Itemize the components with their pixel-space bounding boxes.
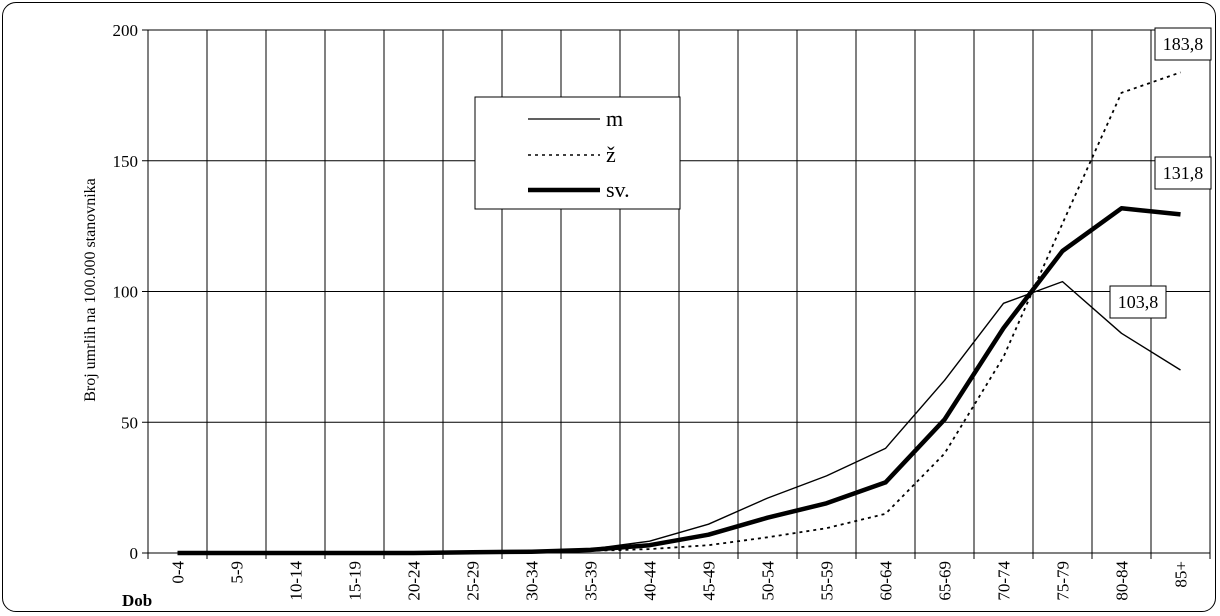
x-tick-label: 70-74 [995,561,1014,601]
annotation-box-sv [1154,156,1212,190]
x-tick-label: 40-44 [641,561,660,601]
y-tick-labels: 0 50 100 150 200 [113,21,139,563]
y-tick-label: 100 [113,283,139,302]
x-tick-label: 85+ [1172,561,1191,588]
annotation-sv: 131,8 [1163,163,1204,183]
y-tick-label: 0 [130,544,139,563]
x-tick-label: 30-34 [523,561,542,601]
x-tick-label: 5-9 [228,561,247,584]
grid-lines [142,29,1211,559]
x-tick-label: 20-24 [405,561,424,601]
annotation-m: 103,8 [1118,292,1159,312]
x-tick-label: 50-54 [759,561,778,601]
y-tick-label: 200 [113,21,139,40]
annotations: 183,8 131,8 103,8 [1109,27,1212,319]
y-tick-label: 150 [113,152,139,171]
annotation-box-z [1154,27,1212,61]
legend-label-z: ž [606,142,616,167]
x-tick-label: 65-69 [936,561,955,601]
series-line-1 [177,71,1181,554]
x-tick-label: 25-29 [464,561,483,601]
annotation-z: 183,8 [1163,34,1204,54]
x-tick-labels: 0-4 5-9 10-14 15-19 20-24 25-29 30-34 35-39 40-4… [169,561,1191,601]
x-tick-label: 35-39 [582,561,601,601]
x-tick-label: 15-19 [346,561,365,601]
series-line-2 [177,206,1181,556]
x-axis-label: Dob [122,591,152,610]
x-tick-label: 0-4 [169,561,188,584]
y-axis-label: Broj umrlih na 100.000 stanovnika [82,178,99,402]
x-tick-label: 75-79 [1054,561,1073,601]
x-tick-label: 55-59 [818,561,837,601]
x-tick-label: 45-49 [700,561,719,601]
y-tick-label: 50 [121,413,138,432]
x-tick-label: 60-64 [877,561,896,601]
x-tick-label: 10-14 [287,561,306,601]
annotation-box-m [1109,285,1167,319]
x-tick-label: 80-84 [1113,561,1132,601]
legend: m ž sv. [474,96,681,210]
series-lines [177,71,1181,556]
legend-label-sv: sv. [606,177,630,202]
legend-label-m: m [606,106,623,131]
